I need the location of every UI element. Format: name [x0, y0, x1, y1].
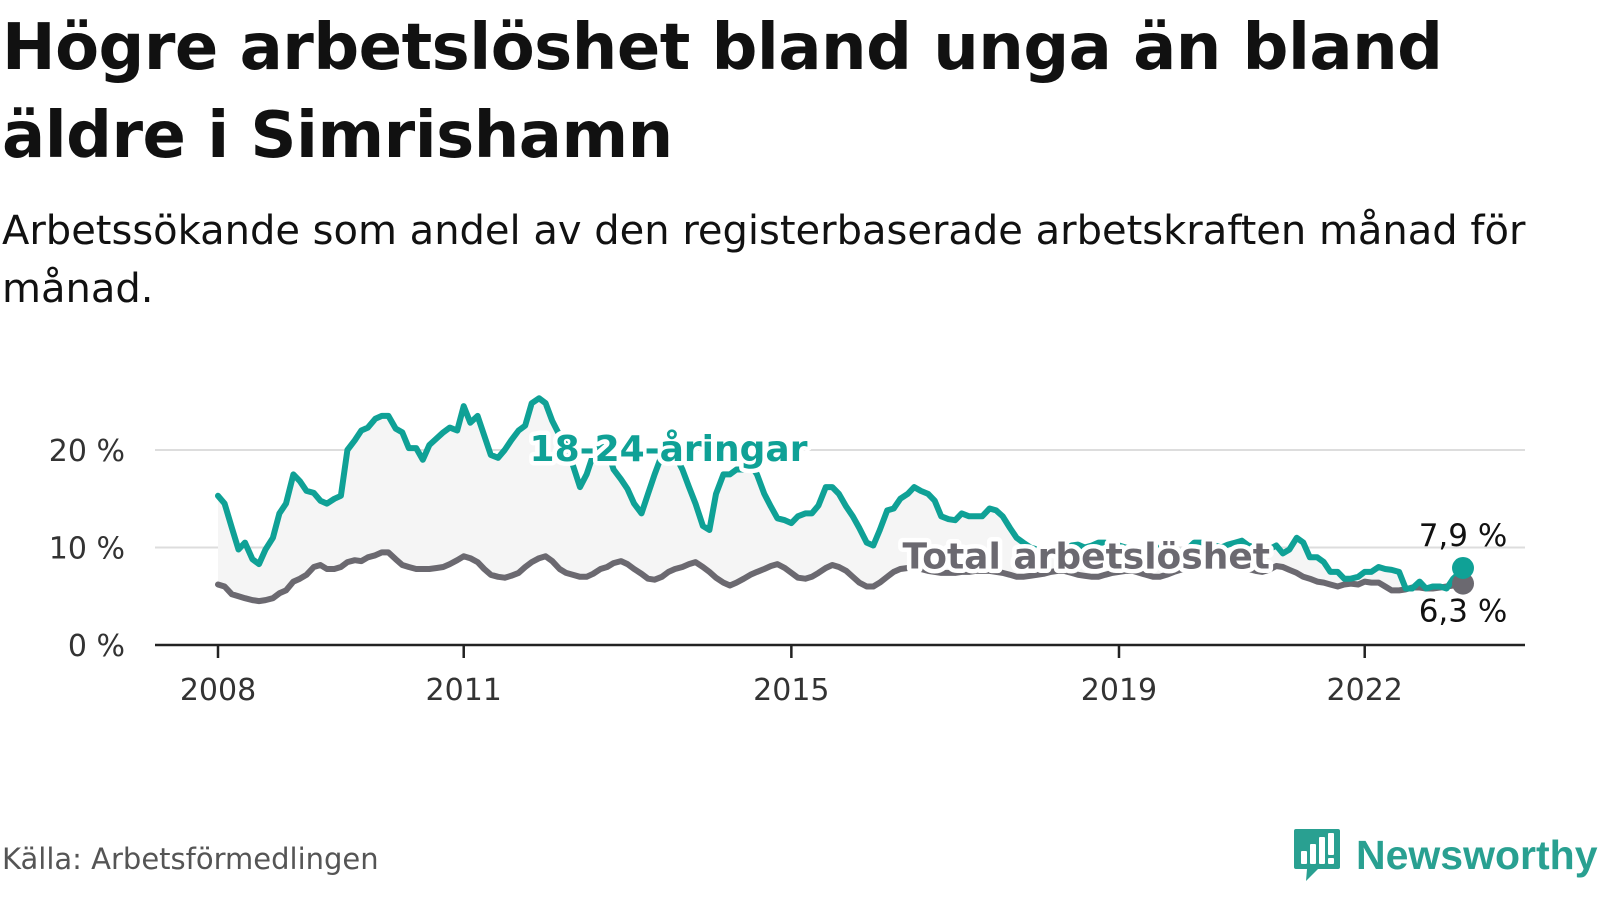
x-tick-label: 2008	[180, 673, 256, 708]
newsworthy-brand[interactable]: Newsworthy	[1292, 828, 1598, 882]
series-line-youth	[215, 395, 1466, 592]
end-marker-total	[1452, 572, 1474, 595]
series-line-total	[215, 549, 1466, 605]
x-tick-label: 2022	[1327, 673, 1403, 708]
page-title: Högre arbetslöshet bland unga än bland ä…	[2, 11, 1443, 173]
series-label-total: Total arbetslöshet	[902, 536, 1270, 577]
y-tick-label: 20 %	[49, 434, 125, 469]
x-tick-label: 2015	[753, 673, 829, 708]
y-tick-label: 0 %	[68, 629, 125, 664]
brand-name: Newsworthy	[1356, 831, 1598, 878]
x-tick-label: 2019	[1081, 673, 1157, 708]
page-subtitle: Arbetssökande som andel av den registerb…	[2, 208, 1526, 312]
end-value-label-total: 6,3 %	[1419, 594, 1508, 630]
newsworthy-logo-icon	[1294, 829, 1340, 881]
end-value-label-youth: 7,9 %	[1419, 518, 1508, 554]
x-tick-label: 2011	[426, 673, 502, 708]
y-tick-label: 10 %	[49, 532, 125, 567]
source-note: Källa: Arbetsförmedlingen	[2, 842, 379, 876]
end-marker-youth	[1452, 556, 1474, 579]
series-label-youth: 18-24-åringar	[530, 429, 808, 470]
